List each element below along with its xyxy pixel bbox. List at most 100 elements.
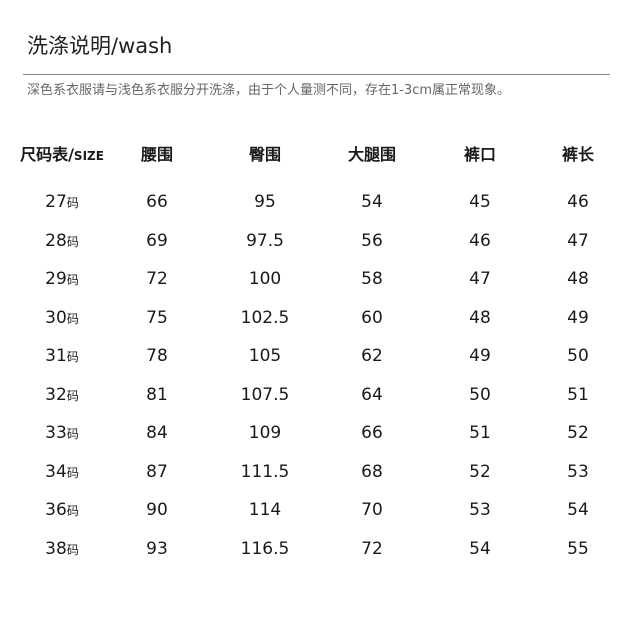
measurement-cell: 55 (567, 538, 589, 559)
header-length: 裤长 (561, 145, 594, 164)
size-cell: 32码 (7, 376, 117, 415)
measurement-cell: 90 (146, 500, 168, 520)
measurement-cell: 105 (248, 346, 282, 366)
size-unit: 码 (66, 504, 79, 518)
measurement-cell: 72 (146, 269, 168, 289)
size-cell: 30码 (7, 299, 117, 338)
measurement-cell: 51 (567, 384, 589, 405)
size-value: 36 (45, 500, 67, 520)
divider (23, 74, 610, 75)
measurement-cell: 45 (469, 192, 491, 212)
measurement-cell: 64 (361, 384, 383, 405)
size-value: 30 (45, 307, 67, 328)
size-cell: 34码 (7, 453, 117, 492)
size-unit: 码 (66, 196, 79, 210)
size-cell: 31码 (7, 337, 117, 376)
table-row: 36码 90 114 70 53 54 (0, 491, 640, 530)
size-unit: 码 (66, 311, 79, 326)
measurement-cell: 56 (361, 230, 383, 251)
table-row: 28码 69 97.5 56 46 47 (0, 222, 640, 261)
table-row: 30码 75 102.5 60 48 49 (0, 299, 640, 338)
measurement-cell: 75 (146, 307, 168, 328)
measurement-cell: 49 (469, 346, 491, 366)
size-unit: 码 (66, 273, 79, 287)
table-row: 32码 81 107.5 64 50 51 (0, 376, 640, 415)
header-thigh: 大腿围 (347, 145, 396, 164)
measurement-cell: 72 (361, 538, 383, 559)
measurement-cell: 93 (146, 538, 168, 559)
measurement-cell: 54 (361, 192, 383, 212)
size-value: 34 (45, 461, 67, 482)
measurement-cell: 114 (248, 500, 282, 520)
size-value: 29 (45, 269, 67, 289)
measurement-cell: 107.5 (240, 384, 290, 405)
measurement-cell: 66 (146, 192, 168, 212)
size-table: 尺码表/SIZE 腰围 臀围 大腿围 裤口 裤长 27码 66 95 54 45 46 28… (0, 136, 640, 568)
measurement-cell: 53 (567, 461, 589, 482)
measurement-cell: 47 (567, 230, 589, 251)
size-cell: 38码 (7, 530, 117, 569)
measurement-cell: 111.5 (240, 461, 290, 482)
measurement-cell: 95 (254, 192, 276, 212)
table-header: 尺码表/SIZE 腰围 臀围 大腿围 裤口 裤长 (0, 136, 640, 183)
measurement-cell: 46 (567, 192, 589, 212)
header-size-cn: 尺码表/ (20, 145, 74, 164)
measurement-cell: 58 (361, 269, 383, 289)
header-waist: 腰围 (140, 145, 173, 164)
size-unit: 码 (66, 542, 79, 557)
size-value: 31 (45, 346, 67, 366)
wash-note: 深色系衣服请与浅色系衣服分开洗涤，由于个人量测不同，存在1-3cm属正常现象。 (27, 83, 511, 98)
size-cell: 27码 (7, 183, 117, 222)
size-cell: 29码 (7, 260, 117, 299)
measurement-cell: 53 (469, 500, 491, 520)
measurement-cell: 102.5 (240, 307, 290, 328)
measurement-cell: 84 (146, 423, 168, 443)
size-cell: 36码 (7, 491, 117, 530)
size-unit: 码 (66, 465, 79, 480)
measurement-cell: 66 (361, 423, 383, 443)
measurement-cell: 51 (469, 423, 491, 443)
measurement-cell: 49 (567, 307, 589, 328)
measurement-cell: 68 (361, 461, 383, 482)
measurement-cell: 116.5 (240, 538, 290, 559)
size-unit: 码 (66, 234, 79, 249)
measurement-cell: 52 (567, 423, 589, 443)
measurement-cell: 50 (567, 346, 589, 366)
size-cell: 28码 (7, 222, 117, 261)
header-size: 尺码表/SIZE (7, 136, 117, 175)
header-leg-opening: 裤口 (463, 145, 496, 164)
measurement-cell: 87 (146, 461, 168, 482)
page-title: 洗涤说明/wash (27, 34, 173, 58)
measurement-cell: 52 (469, 461, 491, 482)
measurement-cell: 48 (567, 269, 589, 289)
measurement-cell: 62 (361, 346, 383, 366)
size-value: 28 (45, 230, 67, 251)
size-value: 27 (45, 192, 67, 212)
measurement-cell: 50 (469, 384, 491, 405)
size-unit: 码 (66, 427, 79, 441)
measurement-cell: 69 (146, 230, 168, 251)
measurement-cell: 70 (361, 500, 383, 520)
measurement-cell: 48 (469, 307, 491, 328)
measurement-cell: 100 (248, 269, 282, 289)
measurement-cell: 109 (248, 423, 282, 443)
header-size-en: SIZE (73, 149, 104, 163)
measurement-cell: 46 (469, 230, 491, 251)
table-row: 29码 72 100 58 47 48 (0, 260, 640, 299)
measurement-cell: 81 (146, 384, 168, 405)
measurement-cell: 78 (146, 346, 168, 366)
table-row: 27码 66 95 54 45 46 (0, 183, 640, 222)
table-row: 34码 87 111.5 68 52 53 (0, 453, 640, 492)
table-row: 33码 84 109 66 51 52 (0, 414, 640, 453)
table-row: 31码 78 105 62 49 50 (0, 337, 640, 376)
size-unit: 码 (66, 388, 79, 403)
measurement-cell: 54 (567, 500, 589, 520)
table-row: 38码 93 116.5 72 54 55 (0, 530, 640, 569)
size-value: 38 (45, 538, 67, 559)
size-value: 32 (45, 384, 67, 405)
header-hip: 臀围 (248, 145, 281, 164)
measurement-cell: 47 (469, 269, 491, 289)
size-value: 33 (45, 423, 67, 443)
measurement-cell: 60 (361, 307, 383, 328)
size-cell: 33码 (7, 414, 117, 453)
